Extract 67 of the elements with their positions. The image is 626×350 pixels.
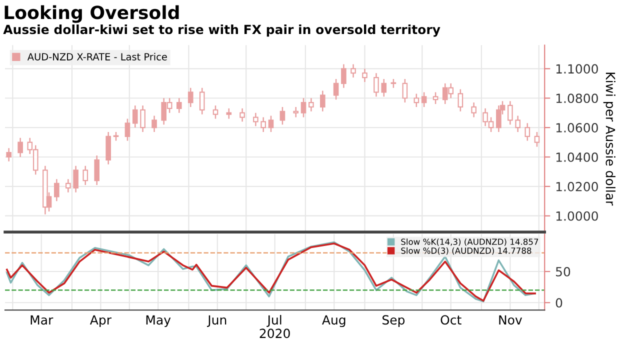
candlestick	[432, 92, 438, 105]
x-tick-label: May	[146, 315, 171, 328]
candlestick	[240, 108, 245, 122]
x-tick-label: Nov	[499, 315, 522, 325]
candlestick	[421, 92, 427, 108]
candlestick	[293, 106, 299, 118]
candlestick	[82, 165, 88, 186]
y-tick-label: 1.0000	[556, 211, 598, 221]
candlestick	[260, 116, 266, 133]
candlestick	[402, 78, 408, 104]
candlestick	[524, 122, 530, 142]
candlestick	[350, 64, 356, 78]
candlestick	[199, 87, 205, 115]
candlestick	[6, 148, 12, 162]
candlestick	[381, 78, 387, 98]
candlestick	[508, 100, 513, 126]
x-tick-label: Sep	[382, 315, 405, 328]
candlestick	[341, 64, 346, 88]
candlestick	[73, 165, 78, 193]
candlestick	[94, 154, 100, 186]
x-tick-label: Apr	[90, 315, 112, 328]
legend-label: Slow %K(14,3) (AUDNZD) 14.857	[401, 238, 538, 246]
candlestick	[226, 108, 232, 120]
chart-title: Looking Oversold	[4, 5, 179, 23]
x-tick-label: Oct	[440, 315, 462, 325]
candlestick	[176, 98, 182, 114]
y-tick-label: 0	[556, 298, 562, 308]
candlestick	[18, 137, 23, 158]
chart-subtitle: Aussie dollar-kiwi set to rise with FX pair in oversold territory	[3, 24, 440, 37]
y-tick-label: 1.1000	[556, 64, 598, 74]
candlestick	[280, 106, 286, 126]
candlestick	[471, 102, 476, 118]
candlestick	[458, 88, 464, 112]
candlestick	[152, 115, 157, 133]
y-tick-label: 1.0800	[556, 94, 598, 104]
candlestick	[414, 93, 420, 108]
y-tick-label: 1.0200	[556, 182, 598, 192]
candlestick	[188, 87, 194, 108]
x-tick-label: Jun	[206, 315, 226, 327]
candlestick	[320, 90, 326, 112]
x-axis-title: 2020	[260, 328, 290, 338]
candlestick	[132, 104, 138, 128]
candlestick	[374, 72, 379, 98]
candlestick	[106, 131, 111, 165]
candlestick	[300, 98, 306, 118]
candlestick	[496, 104, 502, 133]
y-tick-label: 50	[556, 266, 570, 276]
candlestick	[253, 112, 258, 127]
candlestick	[362, 68, 368, 83]
candlestick	[333, 78, 339, 100]
candlestick	[65, 178, 71, 193]
candlestick	[140, 104, 146, 133]
legend-label: Slow %D(3) (AUDNZD) 14.7788	[401, 247, 532, 255]
candlestick	[308, 98, 314, 112]
candlestick	[515, 115, 520, 133]
y-axis-title: Kiwi per Aussie dollar	[603, 72, 616, 206]
x-tick-label: Mar	[30, 315, 54, 325]
candlestick	[268, 115, 274, 133]
candlestick	[534, 131, 540, 148]
x-tick-label: Jul	[266, 314, 282, 327]
legend-label: AUD-NZD X-RATE - Last Price	[27, 52, 167, 60]
candlestick	[212, 104, 218, 120]
x-tick-label: Aug	[322, 315, 346, 328]
y-tick-label: 1.0400	[556, 152, 598, 162]
candlestick	[124, 118, 130, 142]
y-tick-label: 1.0600	[556, 123, 598, 132]
candlestick	[54, 178, 60, 202]
